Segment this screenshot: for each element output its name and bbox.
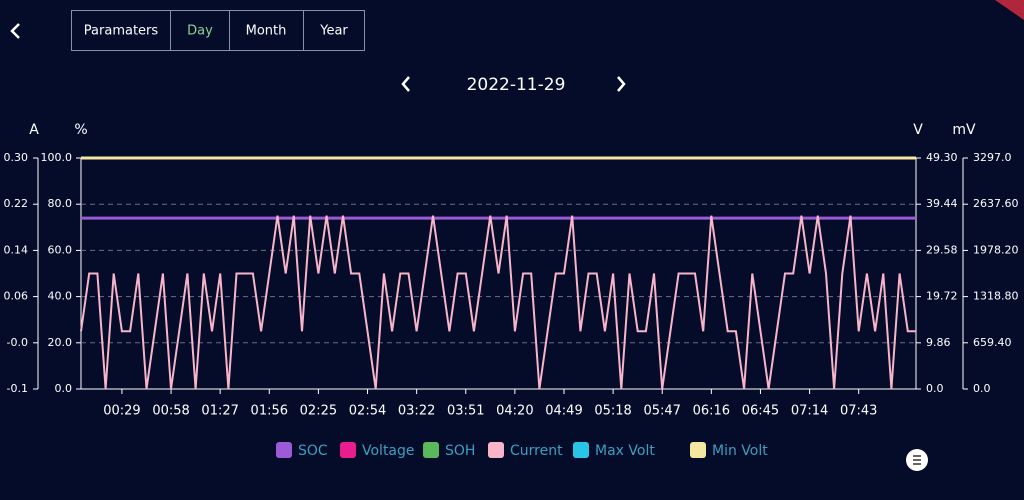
x-tick-label: 05:47 (643, 404, 680, 419)
debug-banner (995, 0, 1024, 20)
x-tick-label: 06:16 (693, 404, 730, 419)
y-tick-label: 0.0 (926, 382, 944, 395)
x-tick-label: 06:45 (742, 404, 779, 419)
legend-swatch (488, 442, 504, 458)
y-tick-label: 20.0 (48, 336, 73, 349)
prev-date-button[interactable] (401, 76, 410, 92)
y-tick-label: 40.0 (48, 290, 73, 303)
next-date-button[interactable] (617, 76, 626, 92)
legend-label: Current (510, 443, 563, 459)
x-tick-label: 01:56 (251, 404, 288, 419)
legend-swatch (423, 442, 439, 458)
y-tick-label: 0.14 (4, 243, 29, 256)
legend-label: Voltage (362, 443, 415, 459)
x-tick-label: 04:49 (545, 404, 582, 419)
y-tick-label: 49.30 (926, 151, 958, 164)
legend-label: Min Volt (712, 443, 768, 459)
tab-label[interactable]: Day (187, 24, 213, 39)
tab[interactable] (303, 10, 365, 51)
legend-swatch (340, 442, 356, 458)
axis-unit: mV (952, 122, 976, 138)
x-tick-label: 03:22 (398, 404, 435, 419)
plot: 0.30 0.22 0.14 0.06 -0.0 -0.1 100.0 80.0 60.0 40.… (4, 151, 1019, 419)
x-tick-label: 00:58 (152, 404, 189, 419)
x-tick-label: 00:29 (103, 404, 140, 419)
y-tick-label: 0.0 (55, 382, 73, 395)
y-tick-label: 80.0 (48, 197, 73, 210)
legend-label: SOC (298, 443, 328, 459)
menu-button[interactable] (906, 449, 928, 471)
x-tick-label: 03:51 (447, 404, 484, 419)
y-tick-label: -0.1 (7, 382, 28, 395)
x-tick-label: 05:18 (594, 404, 631, 419)
axis-unit: V (913, 122, 923, 138)
y-tick-label: 29.58 (926, 243, 958, 256)
legend-swatch (690, 442, 706, 458)
y-tick-label: 19.72 (926, 290, 958, 303)
legend-label: Max Volt (595, 443, 655, 459)
y-tick-label: 60.0 (48, 243, 73, 256)
x-tick-label: 07:14 (791, 404, 828, 419)
tab-bar: Paramaters Day Month Year (71, 10, 365, 51)
y-tick-label: 1978.20 (973, 243, 1019, 256)
series-line (80, 215, 916, 390)
axis-unit: % (74, 122, 87, 138)
y-tick-label: 659.40 (973, 336, 1012, 349)
y-tick-label: 100.0 (41, 151, 73, 164)
x-tick-label: 04:20 (496, 404, 533, 419)
y-tick-label: 0.06 (4, 290, 29, 303)
back-button[interactable] (10, 23, 20, 39)
menu-icon (913, 455, 921, 465)
legend-label: SOH (445, 443, 475, 459)
y-tick-label: 1318.80 (973, 290, 1019, 303)
y-tick-label: 0.22 (4, 197, 29, 210)
y-tick-label: -0.0 (7, 336, 28, 349)
y-tick-label: 9.86 (926, 336, 951, 349)
legend-swatch (276, 442, 292, 458)
x-tick-label: 07:43 (840, 404, 877, 419)
x-tick-label: 02:54 (349, 404, 386, 419)
date: 2022-11-29 (467, 75, 566, 95)
y-tick-label: 3297.0 (973, 151, 1012, 164)
tab-label[interactable]: Paramaters (84, 24, 159, 39)
axis-unit: A (29, 122, 39, 138)
tab-label[interactable]: Year (319, 24, 348, 39)
tab-label[interactable]: Month (246, 24, 287, 39)
x-tick-label: 01:27 (201, 404, 238, 419)
y-tick-label: 0.30 (4, 151, 29, 164)
x-tick-label: 02:25 (300, 404, 337, 419)
y-tick-label: 0.0 (973, 382, 991, 395)
y-tick-label: 2637.60 (973, 197, 1019, 210)
y-tick-label: 39.44 (926, 197, 958, 210)
legend-swatch (573, 442, 589, 458)
